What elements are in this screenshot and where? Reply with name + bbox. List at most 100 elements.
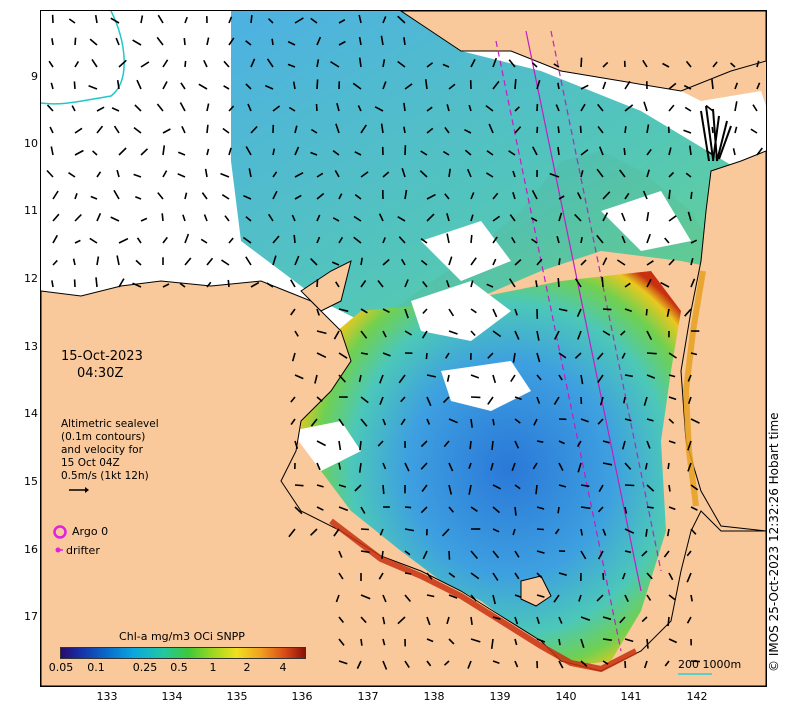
velocity-arrow	[132, 39, 142, 46]
velocity-arrow	[404, 279, 409, 288]
velocity-arrow	[316, 172, 324, 178]
x-tick: 142	[686, 690, 708, 703]
velocity-arrow	[338, 308, 349, 313]
velocity-arrow	[535, 280, 538, 288]
velocity-arrow	[624, 550, 632, 554]
velocity-arrow	[316, 79, 319, 90]
velocity-arrow	[338, 418, 345, 427]
velocity-arrow	[602, 212, 609, 222]
velocity-arrow	[446, 374, 450, 382]
velocity-arrow	[448, 550, 451, 560]
velocity-arrow	[536, 374, 542, 381]
argo-label: Argo 0	[72, 525, 109, 538]
velocity-arrow	[335, 123, 340, 134]
velocity-arrow	[404, 330, 413, 336]
velocity-arrow	[530, 217, 538, 222]
velocity-arrow	[338, 352, 348, 359]
time-label: 04:30Z	[77, 366, 124, 381]
velocity-arrow	[685, 60, 692, 68]
velocity-arrow	[580, 374, 584, 385]
y-tick: 17	[24, 610, 38, 623]
velocity-arrow	[667, 462, 670, 470]
velocity-arrow	[492, 330, 502, 338]
velocity-arrow	[338, 506, 349, 512]
velocity-arrow	[360, 330, 368, 339]
velocity-arrow	[291, 214, 296, 222]
velocity-arrow	[310, 528, 318, 536]
velocity-arrow	[624, 418, 632, 422]
velocity-arrow	[382, 616, 386, 625]
velocity-arrow	[487, 396, 494, 405]
velocity-arrow	[294, 330, 299, 337]
velocity-arrow	[602, 330, 611, 336]
velocity-arrow	[400, 418, 406, 426]
velocity-arrow	[426, 213, 435, 222]
velocity-arrow	[421, 330, 428, 339]
colorbar-label: 2	[243, 661, 251, 674]
velocity-arrow	[514, 638, 518, 646]
velocity-arrow	[68, 18, 76, 24]
velocity-arrow	[690, 594, 693, 602]
velocity-arrow	[624, 374, 633, 378]
velocity-arrow	[157, 14, 164, 24]
velocity-arrow	[536, 440, 544, 443]
velocity-arrow	[382, 81, 387, 90]
drifter-label: drifter	[66, 544, 100, 557]
velocity-arrow	[184, 257, 192, 266]
velocity-arrow	[646, 233, 651, 244]
velocity-arrow	[448, 638, 455, 645]
velocity-arrow	[380, 123, 384, 134]
velocity-arrow	[358, 462, 362, 473]
velocity-arrow	[333, 330, 340, 340]
velocity-arrow	[316, 59, 320, 68]
colorbar-label: 0.5	[170, 661, 188, 674]
velocity-arrow	[133, 126, 142, 134]
velocity-arrow	[110, 17, 120, 24]
velocity-arrow	[118, 278, 125, 288]
velocity-arrow	[250, 58, 256, 68]
velocity-arrow	[352, 82, 362, 90]
velocity-arrow	[602, 462, 613, 466]
velocity-arrow	[52, 234, 58, 244]
velocity-arrow	[467, 660, 472, 669]
velocity-arrow	[140, 148, 149, 156]
velocity-arrow	[642, 59, 648, 68]
map-area[interactable]	[40, 10, 767, 687]
velocity-arrow	[223, 60, 230, 68]
x-tick: 134	[161, 690, 183, 703]
velocity-arrow	[492, 308, 498, 318]
velocity-arrow	[132, 282, 142, 288]
velocity-arrow	[602, 308, 612, 311]
velocity-arrow	[470, 330, 476, 337]
velocity-arrow	[668, 594, 676, 601]
velocity-arrow	[403, 126, 406, 134]
velocity-arrow	[616, 259, 626, 266]
velocity-arrow	[74, 37, 77, 46]
velocity-arrow	[646, 594, 652, 601]
velocity-arrow	[316, 396, 323, 403]
velocity-arrow	[228, 237, 234, 244]
track-line	[495, 40, 622, 652]
velocity-arrow	[420, 462, 428, 470]
velocity-arrow	[201, 192, 208, 200]
velocity-arrow	[156, 103, 164, 112]
velocity-arrow	[732, 148, 736, 156]
velocity-arrow	[242, 236, 252, 244]
velocity-arrow	[492, 594, 496, 605]
velocity-arrow	[574, 352, 582, 359]
velocity-arrow	[338, 660, 348, 665]
velocity-arrow	[272, 148, 276, 156]
velocity-arrow	[624, 506, 628, 514]
velocity-arrow	[558, 258, 561, 266]
cloud-patch	[441, 361, 531, 411]
velocity-arrow	[89, 237, 98, 244]
land-island	[300, 260, 352, 312]
velocity-arrow	[641, 550, 648, 557]
velocity-arrow	[71, 105, 76, 112]
velocity-arrow	[398, 236, 406, 244]
velocity-arrow	[514, 506, 517, 516]
velocity-arrow	[470, 506, 478, 512]
drifter-marker-icon	[55, 547, 63, 553]
velocity-arrow	[602, 572, 605, 580]
velocity-arrow	[486, 150, 494, 156]
